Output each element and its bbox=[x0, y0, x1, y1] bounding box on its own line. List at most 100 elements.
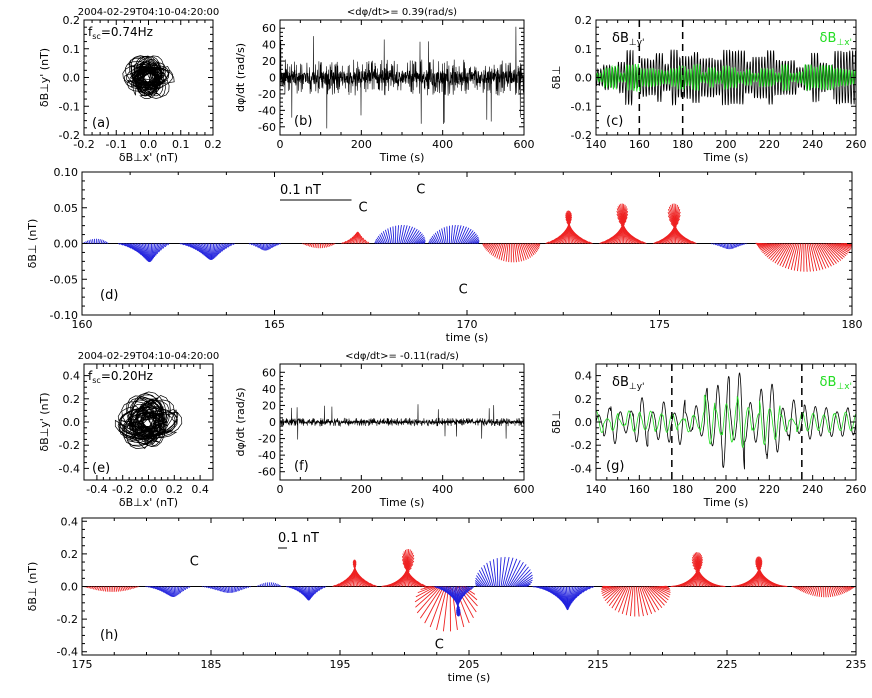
vector-stick bbox=[182, 243, 187, 246]
vector-stick bbox=[829, 586, 834, 597]
vector-stick bbox=[153, 586, 159, 591]
y-tick-label: -40 bbox=[258, 449, 276, 462]
vector-stick bbox=[522, 581, 532, 587]
vector-stick bbox=[94, 586, 97, 590]
vector-stick bbox=[460, 586, 470, 600]
vector-stick bbox=[637, 586, 644, 617]
vector-stick bbox=[826, 243, 844, 260]
vector-stick bbox=[809, 243, 818, 271]
vector-stick bbox=[216, 586, 220, 592]
x-axis-label: Time (s) bbox=[379, 151, 425, 164]
frequency-annotation: fsc=0.74Hz bbox=[88, 25, 153, 41]
vector-stick bbox=[490, 243, 498, 255]
vector-stick bbox=[326, 243, 329, 248]
x-tick-label: 220 bbox=[759, 138, 780, 151]
vector-stick bbox=[483, 243, 488, 248]
vector-stick bbox=[476, 575, 486, 587]
vector-stick bbox=[155, 243, 160, 256]
panel-label: (e) bbox=[92, 461, 110, 476]
vector-stick bbox=[164, 586, 170, 596]
vector-stick bbox=[827, 243, 845, 258]
vector-stick bbox=[475, 584, 479, 587]
vector-stick bbox=[648, 586, 667, 603]
vector-stick bbox=[799, 586, 805, 592]
c-annotation: C bbox=[416, 182, 425, 197]
vector-stick bbox=[714, 243, 717, 246]
vector-stick bbox=[414, 235, 424, 244]
vector-stick bbox=[117, 586, 120, 592]
vector-stick bbox=[212, 243, 216, 259]
vector-stick bbox=[212, 243, 214, 260]
vector-stick bbox=[641, 241, 647, 244]
vector-stick bbox=[267, 243, 271, 251]
vector-stick bbox=[249, 586, 252, 588]
vector-stick bbox=[515, 571, 532, 587]
vector-stick bbox=[766, 243, 782, 258]
vector-stick bbox=[473, 239, 480, 244]
vector-stick bbox=[645, 586, 663, 609]
vector-stick bbox=[465, 231, 476, 244]
vector-stick bbox=[813, 243, 824, 270]
vector-stick bbox=[342, 240, 347, 244]
y-tick-label: 0.2 bbox=[63, 393, 81, 406]
vector-stick bbox=[307, 243, 310, 247]
vector-stick bbox=[178, 586, 181, 595]
vector-stick bbox=[492, 243, 499, 257]
x-tick-label: 240 bbox=[802, 483, 823, 496]
x-tick-label: 0.4 bbox=[191, 483, 209, 496]
x-tick-label: 0.2 bbox=[204, 138, 222, 151]
vector-stick bbox=[462, 228, 472, 244]
vector-stick bbox=[156, 586, 163, 592]
vector-stick bbox=[240, 586, 244, 591]
vector-stick bbox=[101, 586, 104, 592]
vector-stick bbox=[512, 243, 515, 263]
panel-a: -0.2 -0.1 0.0 0.1 0.2 -0.2 -0.1 0.0 0.1 0.2 δB⊥x' … bbox=[38, 7, 222, 164]
y-tick-label: 40 bbox=[262, 39, 276, 52]
vector-stick bbox=[730, 243, 733, 250]
vector-stick bbox=[520, 579, 533, 587]
vector-stick bbox=[819, 243, 835, 266]
vector-stick bbox=[413, 233, 423, 244]
x-tick-label: 0.1 bbox=[172, 138, 190, 151]
hodogram-curve bbox=[122, 55, 175, 99]
vector-stick bbox=[446, 226, 449, 244]
vector-stick bbox=[457, 225, 465, 244]
vector-stick bbox=[712, 243, 715, 245]
vector-stick bbox=[508, 561, 524, 587]
vector-stick bbox=[227, 586, 230, 593]
vector-stick bbox=[601, 586, 615, 592]
y-tick-label: 20 bbox=[262, 399, 276, 412]
x-tick-label: 0.0 bbox=[140, 138, 158, 151]
vector-stick bbox=[321, 243, 324, 249]
panel-b: 0 200 400 600 -60 -40 -20 0 20 40 60 Time (s) dφ/dt … bbox=[234, 7, 535, 164]
vector-stick bbox=[387, 228, 392, 244]
vector-stick bbox=[118, 243, 121, 245]
vector-stick bbox=[352, 232, 357, 244]
vector-stick bbox=[332, 584, 336, 587]
vector-stick bbox=[804, 586, 810, 594]
vector-stick bbox=[796, 243, 802, 272]
vector-stick bbox=[575, 586, 585, 598]
vector-stick bbox=[320, 586, 325, 590]
vector-stick bbox=[382, 231, 388, 244]
legend-entry: δB⊥x' bbox=[819, 31, 852, 48]
y-tick-label: 0.0 bbox=[63, 416, 81, 429]
vector-sticks bbox=[82, 548, 856, 632]
vector-stick bbox=[314, 243, 317, 248]
vector-stick bbox=[277, 243, 280, 246]
vector-stick bbox=[184, 243, 190, 247]
x-tick-label: 185 bbox=[201, 658, 222, 671]
y-tick-label: -0.1 bbox=[571, 100, 592, 113]
vector-stick bbox=[523, 583, 531, 587]
vector-stick bbox=[295, 586, 303, 595]
y-tick-label: -40 bbox=[258, 104, 276, 117]
vector-stick bbox=[375, 238, 380, 244]
vector-stick bbox=[480, 567, 491, 587]
vector-stick bbox=[344, 239, 350, 244]
vector-stick bbox=[603, 586, 620, 599]
vector-stick bbox=[614, 586, 628, 611]
vector-stick bbox=[377, 235, 384, 244]
vector-stick bbox=[263, 583, 265, 587]
vector-stick bbox=[103, 586, 106, 592]
vector-stick bbox=[833, 586, 838, 596]
